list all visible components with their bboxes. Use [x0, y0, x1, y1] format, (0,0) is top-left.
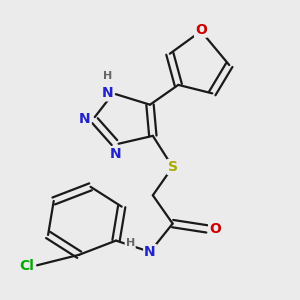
Text: S: S: [168, 160, 178, 174]
Text: N: N: [110, 147, 122, 161]
Text: H: H: [126, 238, 135, 248]
Text: H: H: [103, 71, 112, 81]
Text: O: O: [209, 222, 221, 236]
Text: N: N: [79, 112, 91, 126]
Text: N: N: [144, 245, 156, 259]
Text: Cl: Cl: [20, 259, 34, 273]
Text: N: N: [102, 86, 113, 100]
Text: O: O: [195, 23, 207, 37]
